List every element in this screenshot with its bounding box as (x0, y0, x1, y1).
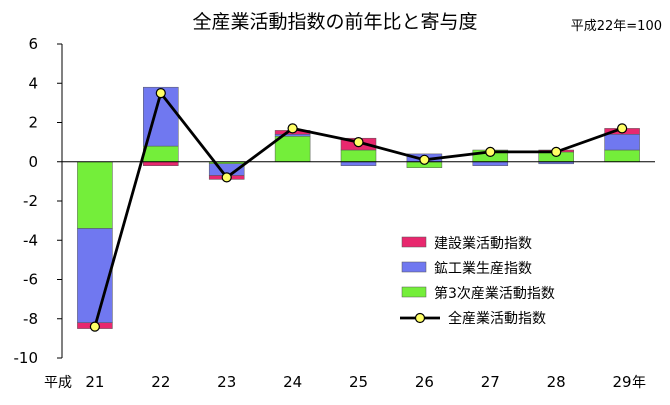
y-tick-label: -10 (14, 349, 39, 367)
total-point (551, 146, 562, 157)
x-tick-label: 26 (415, 373, 434, 391)
x-tick-label: 23 (217, 373, 236, 391)
y-tick-label: -8 (23, 310, 38, 328)
bar-segment (604, 149, 640, 163)
total-point (353, 137, 364, 148)
x-axis-era-prefix: 平成 (44, 375, 72, 391)
bar-segment (340, 161, 377, 166)
bar-segment (472, 161, 509, 166)
x-tick-label: 22 (151, 373, 170, 391)
total-point (89, 321, 101, 332)
chart-title: 全産業活動指数の前年比と寄与度 (192, 11, 477, 33)
total-point (419, 154, 430, 165)
total-point (485, 146, 496, 157)
legend-label: 建設業活動指数 (434, 236, 532, 252)
bar-segment (77, 161, 113, 229)
legend-swatch (401, 261, 427, 273)
legend-swatch (401, 236, 427, 248)
x-tick-label: 25 (349, 373, 368, 391)
legend-label: 鉱工業生産指数 (434, 260, 532, 277)
bar-segment (143, 161, 179, 166)
total-point (616, 123, 628, 134)
x-tick-label: 24 (283, 373, 302, 391)
legend-swatch (401, 286, 427, 298)
legend-line-marker (414, 312, 426, 324)
total-point (287, 123, 298, 134)
y-tick-label: -2 (23, 192, 38, 210)
chart-base-year-note: 平成22年=100 (571, 19, 662, 34)
legend-label: 全産業活動指数 (448, 310, 546, 327)
legend-label: 第3次産業活動指数 (434, 285, 555, 302)
bar-segment (143, 145, 179, 163)
bar-segment (77, 228, 113, 323)
x-tick-label: 21 (85, 373, 104, 391)
x-axis-year-suffix: 年 (632, 375, 646, 391)
total-point (155, 87, 166, 99)
x-tick-label: 28 (547, 373, 566, 391)
line-layer (89, 87, 628, 332)
y-tick-label: 6 (28, 35, 38, 53)
bar-segment (604, 134, 640, 151)
y-tick-label: 4 (28, 74, 38, 92)
x-tick-label: 27 (481, 373, 500, 391)
y-tick-label: 2 (28, 114, 38, 132)
x-tick-label: 29 (613, 373, 632, 391)
bar-segment (274, 135, 311, 162)
y-tick-label: 0 (28, 153, 38, 171)
bar-segment (340, 149, 377, 163)
axis-layer: 6 4 2 0 -2 -4 -6 -8 -10 平成 21 22 23 24 25 26 27 28 29 年 (14, 35, 655, 391)
y-tick-label: -4 (23, 231, 38, 249)
bar-layer (77, 86, 640, 329)
y-tick-label: -6 (23, 271, 38, 289)
total-point (221, 172, 232, 183)
